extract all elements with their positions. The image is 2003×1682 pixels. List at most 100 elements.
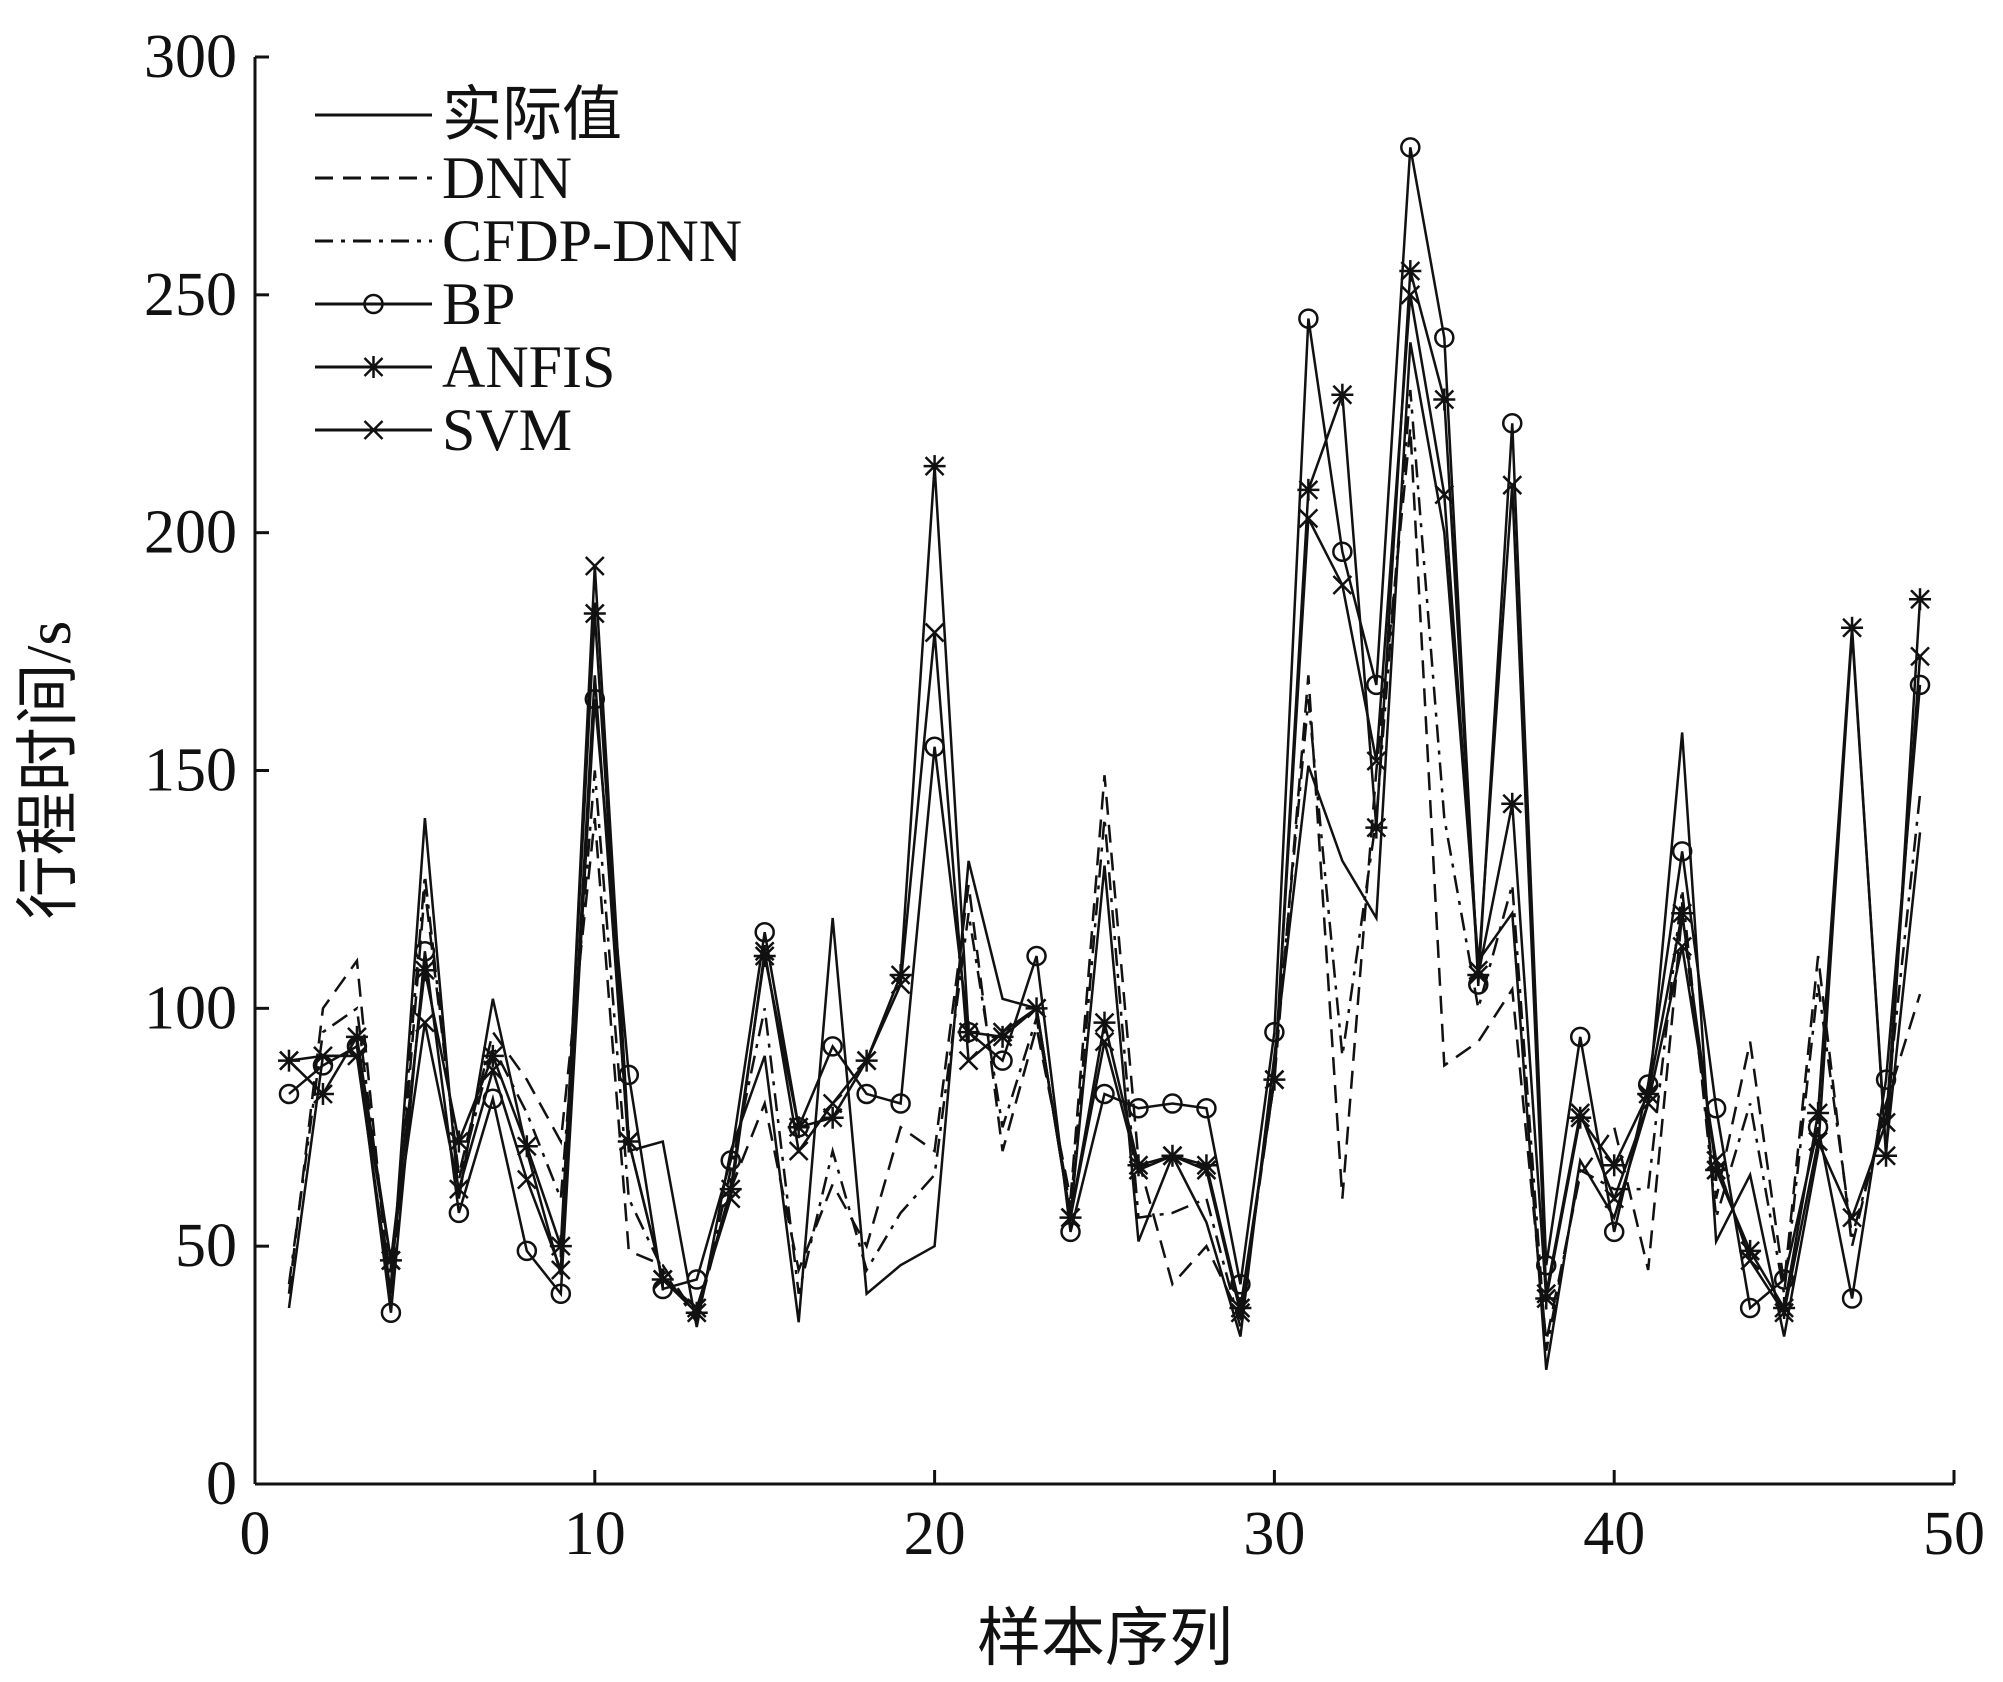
marker-stroke [1128, 1160, 1149, 1180]
marker-stroke [1468, 960, 1489, 981]
marker-circle [1332, 541, 1353, 562]
marker [1433, 388, 1456, 411]
series-line [287, 427, 1922, 1342]
marker [1773, 1269, 1795, 1290]
marker [1332, 541, 1353, 562]
marker-circle [1162, 1093, 1183, 1114]
marker [1365, 816, 1388, 839]
marker-circle [822, 1036, 843, 1057]
marker [923, 455, 946, 478]
marker-stroke [1604, 1188, 1625, 1209]
marker-stroke [516, 1169, 537, 1190]
marker-stroke [1638, 1093, 1659, 1114]
x-tick-label: 40 [1583, 1500, 1645, 1568]
marker-stroke [1842, 1207, 1862, 1228]
marker [957, 1021, 980, 1044]
marker [1468, 960, 1489, 981]
marker [363, 420, 384, 440]
marker [618, 1131, 639, 1152]
marker-stroke [313, 1046, 333, 1066]
marker-stroke [1502, 475, 1523, 495]
marker [415, 1012, 435, 1033]
marker [515, 1135, 538, 1158]
marker-stroke [1332, 575, 1353, 595]
marker [1399, 260, 1422, 283]
marker [583, 602, 606, 625]
marker [1671, 902, 1694, 925]
marker-circle [380, 1302, 402, 1324]
y-tick-label: 0 [206, 1450, 237, 1518]
marker [1264, 1021, 1285, 1043]
marker [685, 1301, 708, 1324]
y-tick-label: 300 [144, 23, 237, 91]
marker [1196, 1097, 1217, 1119]
legend-label: DNN [442, 145, 572, 211]
marker-circle [720, 1150, 741, 1171]
marker [1366, 751, 1387, 771]
marker-stroke [1196, 1160, 1217, 1180]
marker-stroke [618, 1131, 639, 1152]
marker-stroke [1298, 508, 1319, 529]
marker [1536, 1283, 1557, 1304]
y-axis-label: 行程时间/s [13, 621, 84, 920]
marker [652, 1269, 673, 1290]
marker [1774, 1302, 1794, 1323]
marker [1230, 1273, 1251, 1295]
marker [1807, 1101, 1830, 1124]
marker [482, 1060, 503, 1081]
marker-stroke [1366, 751, 1387, 771]
marker-circle [1298, 308, 1319, 329]
marker [992, 1022, 1013, 1043]
marker-circle [1128, 1097, 1149, 1119]
marker [992, 1050, 1013, 1071]
marker [516, 1169, 537, 1190]
marker-circle [448, 1202, 470, 1224]
y-tick-label: 100 [144, 974, 237, 1042]
marker [1298, 308, 1319, 329]
marker [890, 974, 911, 995]
marker-circle [1841, 1288, 1863, 1309]
marker [347, 1046, 367, 1066]
marker [279, 1050, 299, 1071]
marker [550, 1283, 572, 1304]
marker-stroke [788, 1141, 809, 1161]
x-tick-label: 0 [240, 1500, 271, 1568]
marker-stroke [720, 1188, 741, 1209]
marker [822, 1036, 843, 1057]
marker-circle [618, 1064, 640, 1086]
marker [1570, 1103, 1591, 1123]
marker [787, 1116, 810, 1139]
marker-stroke [924, 622, 945, 643]
marker-stroke [347, 1046, 367, 1066]
marker [584, 556, 605, 576]
marker-stroke [1094, 1031, 1115, 1052]
marker [363, 293, 384, 315]
marker [278, 1083, 300, 1105]
marker [1876, 1112, 1896, 1133]
marker [1162, 1145, 1183, 1166]
marker [362, 356, 385, 378]
marker [1841, 616, 1864, 639]
marker-stroke [1672, 936, 1693, 957]
marker [1026, 945, 1047, 967]
marker-stroke [1400, 284, 1421, 305]
marker [1331, 383, 1354, 406]
marker [924, 622, 945, 643]
marker-stroke [686, 1298, 707, 1318]
legend-label: SVM [442, 397, 572, 463]
marker-stroke [958, 1050, 979, 1071]
marker-circle [1400, 137, 1421, 158]
marker [1400, 137, 1421, 158]
marker [822, 1093, 843, 1114]
marker [719, 1178, 742, 1201]
marker-stroke [1536, 1283, 1557, 1304]
marker [1026, 998, 1047, 1019]
marker [1297, 478, 1320, 501]
marker-stroke [1434, 484, 1455, 505]
marker [1094, 1031, 1115, 1052]
marker-stroke [363, 420, 384, 440]
marker-circle [1909, 674, 1931, 696]
marker-circle [1875, 1069, 1897, 1090]
marker [1196, 1160, 1217, 1180]
